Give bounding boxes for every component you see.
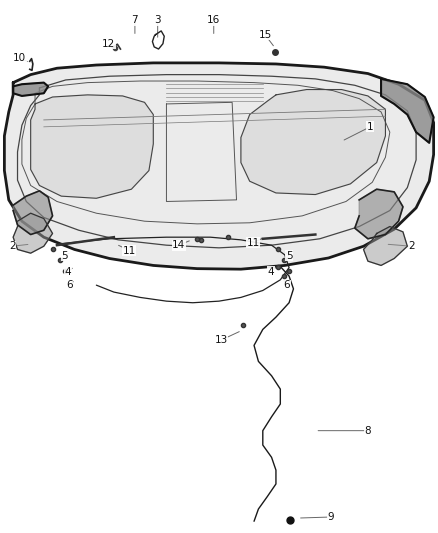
Polygon shape: [4, 63, 434, 269]
Polygon shape: [241, 90, 385, 195]
Text: 16: 16: [207, 15, 220, 25]
Text: 14: 14: [172, 240, 185, 250]
Text: 1: 1: [367, 122, 374, 132]
Text: 6: 6: [66, 280, 73, 290]
Polygon shape: [381, 79, 434, 143]
Polygon shape: [13, 213, 53, 253]
Polygon shape: [13, 191, 53, 235]
Text: 13: 13: [215, 335, 228, 345]
Text: 15: 15: [258, 30, 272, 39]
Text: 3: 3: [154, 15, 161, 25]
Polygon shape: [364, 227, 407, 265]
Polygon shape: [355, 189, 403, 239]
Polygon shape: [31, 95, 153, 198]
Text: 5: 5: [61, 251, 68, 261]
Text: 2: 2: [9, 241, 16, 251]
Text: 11: 11: [247, 238, 260, 247]
Text: 11: 11: [123, 246, 136, 255]
Text: 8: 8: [364, 426, 371, 435]
Text: 7: 7: [131, 15, 138, 25]
Text: 2: 2: [408, 241, 415, 251]
Text: 9: 9: [327, 512, 334, 522]
Text: 10: 10: [13, 53, 26, 62]
Text: 5: 5: [286, 251, 293, 261]
Text: 4: 4: [267, 267, 274, 277]
Text: 6: 6: [283, 280, 290, 290]
Text: 4: 4: [64, 267, 71, 277]
Polygon shape: [13, 83, 48, 96]
Text: 12: 12: [102, 39, 115, 49]
